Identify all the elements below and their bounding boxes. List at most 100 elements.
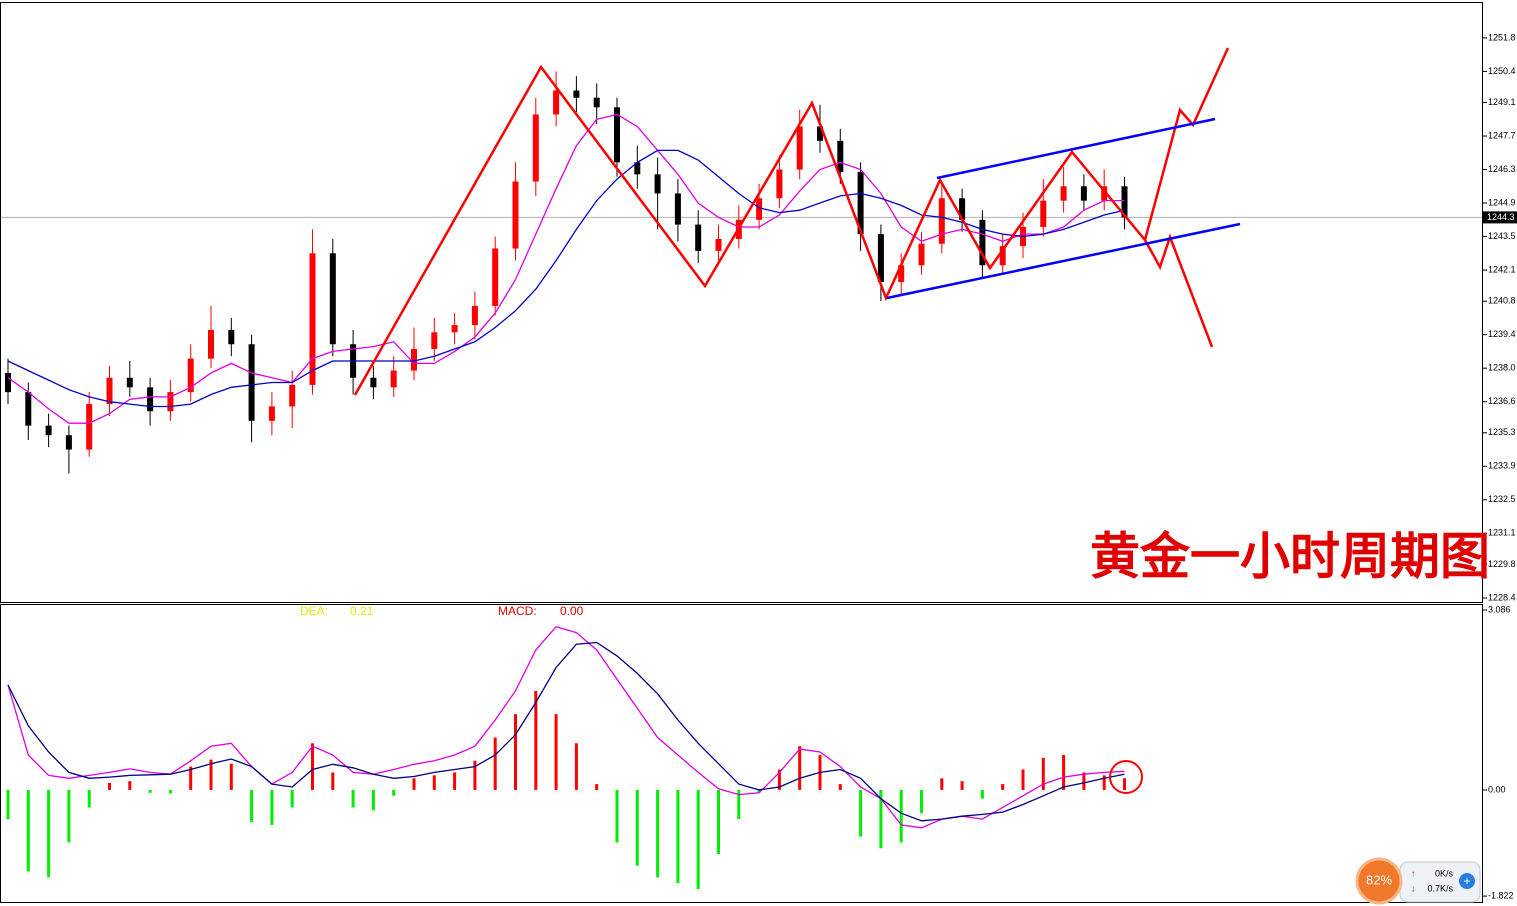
candle-body	[695, 224, 702, 251]
candle-body	[959, 198, 966, 220]
candle-body	[309, 253, 316, 385]
candle-body	[553, 90, 560, 115]
candle-body	[837, 140, 844, 172]
candle-body	[817, 126, 823, 141]
macd-bar	[392, 789, 396, 796]
macd-bar	[717, 789, 720, 855]
last-price-label: 1244.3	[1487, 212, 1515, 222]
macd-bar	[148, 789, 152, 793]
macd-line	[7, 625, 1125, 829]
download-arrow: ↓	[1411, 883, 1416, 893]
y-tick-label: 1250.4	[1488, 66, 1516, 76]
macd-bar	[47, 789, 51, 878]
macd-bar	[656, 789, 660, 878]
y-tick-label: 1236.6	[1488, 396, 1516, 406]
candle-body	[329, 253, 336, 345]
candle-body	[86, 404, 93, 450]
macd-bar	[899, 789, 903, 843]
macd-line	[7, 641, 1125, 822]
candle-body	[715, 238, 722, 251]
candle-body	[147, 387, 154, 412]
candle-body	[1101, 186, 1108, 201]
legend-name: DEA:	[300, 604, 328, 618]
macd-bar	[331, 772, 335, 790]
macd-bar	[615, 789, 619, 843]
macd-bar	[250, 789, 254, 822]
candle-body	[370, 377, 377, 388]
macd-bar	[980, 789, 984, 799]
macd-bar	[859, 789, 863, 837]
macd-bar	[1082, 772, 1086, 790]
macd-bar	[696, 789, 700, 890]
y-tick-label: 1247.7	[1488, 130, 1516, 140]
candle-body	[431, 332, 438, 350]
candle-body	[614, 107, 620, 163]
upload-speed: 0K/s	[1435, 868, 1454, 878]
y-tick-label: 1249.1	[1488, 97, 1516, 107]
channel-lower	[886, 222, 1241, 300]
macd-bar	[371, 789, 375, 811]
macd-bar	[128, 781, 132, 790]
highlight-circle	[1109, 760, 1143, 794]
widget-gauge	[1355, 857, 1403, 905]
candle-body	[5, 372, 11, 393]
y-tick-label: 1229.8	[1488, 559, 1516, 569]
y-tick-label: 1231.1	[1488, 528, 1516, 538]
status-widget: 82% ↑ ↓ 0K/s 0.7K/s +	[1355, 857, 1481, 905]
candle-body	[796, 126, 803, 170]
macd-bar	[777, 769, 781, 790]
candle-body	[45, 425, 52, 436]
macd-bar	[1041, 757, 1045, 790]
macd-bar	[1021, 769, 1025, 790]
candle-body	[918, 243, 925, 266]
widget-add[interactable]	[1459, 873, 1475, 889]
macd-bar	[737, 789, 741, 820]
y-tick-label: 1243.5	[1488, 231, 1516, 241]
macd-panel-frame	[0, 604, 1483, 903]
macd-bar	[351, 789, 355, 808]
y-tick-label: 1244.9	[1488, 197, 1516, 207]
candle-body	[512, 181, 519, 249]
macd-bar	[838, 784, 842, 790]
y-tick-label: 1246.3	[1488, 164, 1516, 174]
macd-bar	[635, 789, 639, 866]
macd-bar	[189, 766, 193, 790]
candle-body	[532, 114, 539, 182]
macd-bar	[108, 782, 111, 790]
candle-body	[593, 97, 600, 108]
macd-bar	[1102, 775, 1106, 790]
candle-body	[674, 193, 681, 225]
candle-body	[248, 344, 255, 421]
candle-body	[411, 349, 417, 371]
candle-body	[898, 265, 905, 283]
candle-body	[106, 377, 113, 405]
y-tick-label: 0.00	[1488, 784, 1506, 794]
candle-body	[1040, 200, 1047, 227]
chart-title: 黄金一小时周期图	[1090, 528, 1490, 584]
candle-body	[573, 90, 580, 98]
macd-bar	[960, 781, 964, 790]
macd-bar	[209, 759, 213, 790]
macd-bar	[270, 789, 274, 825]
macd-bar	[290, 789, 294, 808]
candle-body	[126, 377, 133, 388]
macd-bar	[757, 789, 761, 793]
macd-bar	[6, 789, 10, 820]
y-tick-label: 1239.4	[1488, 329, 1516, 339]
y-tick-label: 1232.5	[1488, 494, 1516, 504]
candle-body	[268, 406, 275, 421]
macd-bar	[676, 789, 680, 884]
macd-bar	[229, 763, 233, 790]
macd-bar	[26, 789, 30, 872]
macd-bar	[168, 789, 172, 794]
candle-body	[228, 329, 235, 345]
candle-body	[1121, 186, 1128, 218]
candle-body	[451, 325, 458, 333]
y-tick-label: 1242.1	[1488, 264, 1516, 274]
price-panel-frame	[0, 2, 1483, 603]
candle-body	[857, 171, 864, 235]
macd-bar	[554, 714, 558, 790]
macd-bar	[67, 789, 71, 843]
y-tick-label: 1233.9	[1488, 461, 1516, 471]
